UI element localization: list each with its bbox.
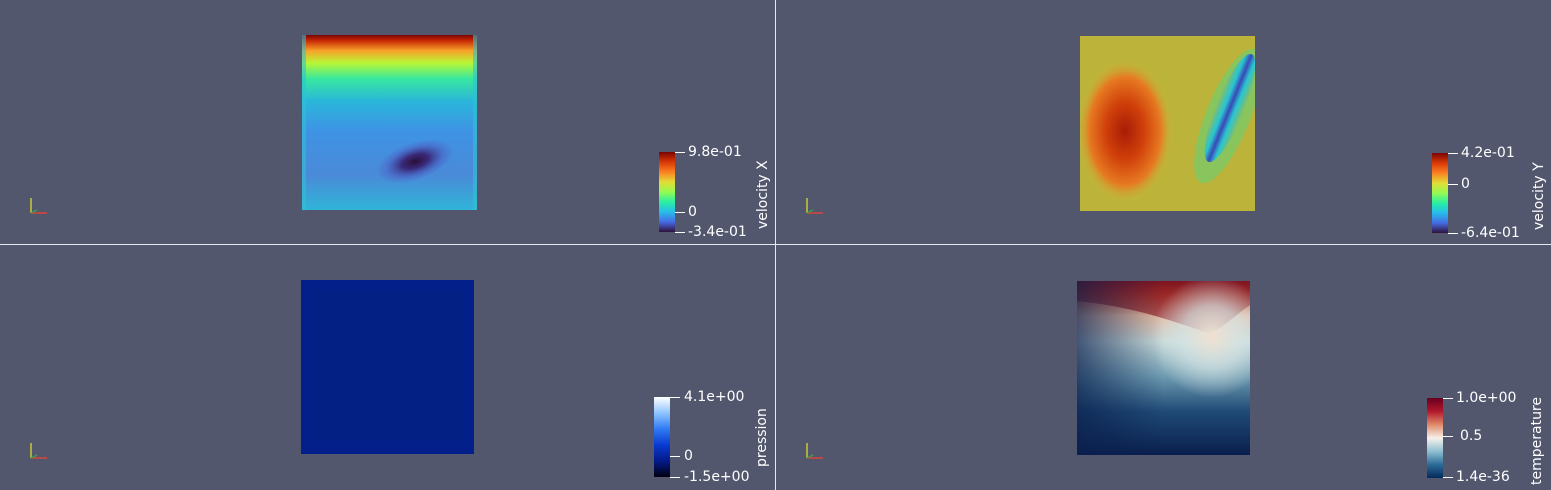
legend-max-label: 9.8e-01: [688, 144, 742, 160]
viewport-separator-vertical[interactable]: [775, 0, 776, 490]
legend-min-label: -6.4e-01: [1461, 225, 1520, 241]
colorbar-temperature: [1427, 398, 1443, 478]
colorbar-velocity-x: [659, 152, 675, 232]
orientation-axes: [804, 441, 826, 465]
legend-zero-label: 0: [684, 448, 693, 464]
viewport-separator-horizontal[interactable]: [0, 244, 1551, 245]
colorbar-velocity-y: [1432, 153, 1448, 233]
legend-min-label: -3.4e-01: [688, 224, 747, 240]
render-view-temperature[interactable]: 1.0e+00 0.5 1.4e-36 temperature: [776, 245, 1551, 490]
legend-zero-label: 0.5: [1460, 428, 1483, 444]
legend-max-label: 4.1e+00: [684, 389, 745, 405]
legend-title: velocity Y: [1531, 162, 1547, 230]
orientation-axes: [804, 196, 826, 220]
velocity-y-field: [1080, 36, 1255, 211]
legend-max-label: 4.2e-01: [1461, 145, 1515, 161]
legend-max-label: 1.0e+00: [1456, 390, 1517, 406]
colorbar-pression: [654, 397, 670, 477]
legend-zero-label: 0: [1461, 176, 1470, 192]
legend-title: velocity X: [755, 160, 771, 229]
render-view-velocity-y[interactable]: 4.2e-01 0 -6.4e-01 velocity Y: [776, 0, 1551, 244]
legend-zero-label: 0: [688, 204, 697, 220]
legend-title: pression: [754, 408, 770, 467]
temperature-field: [1077, 281, 1250, 455]
legend-min-label: 1.4e-36: [1456, 469, 1510, 485]
legend-title: temperature: [1529, 397, 1545, 485]
orientation-axes: [28, 441, 50, 465]
pression-field: [301, 280, 474, 454]
render-view-velocity-x[interactable]: 9.8e-01 0 -3.4e-01 velocity X: [0, 0, 775, 244]
legend-min-label: -1.5e+00: [684, 469, 750, 485]
render-view-pression[interactable]: 4.1e+00 0 -1.5e+00 pression: [0, 245, 775, 490]
velocity-x-field: [302, 35, 477, 210]
orientation-axes: [28, 196, 50, 220]
